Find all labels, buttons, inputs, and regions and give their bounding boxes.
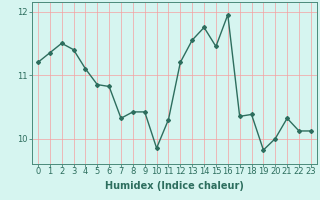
X-axis label: Humidex (Indice chaleur): Humidex (Indice chaleur) <box>105 181 244 191</box>
